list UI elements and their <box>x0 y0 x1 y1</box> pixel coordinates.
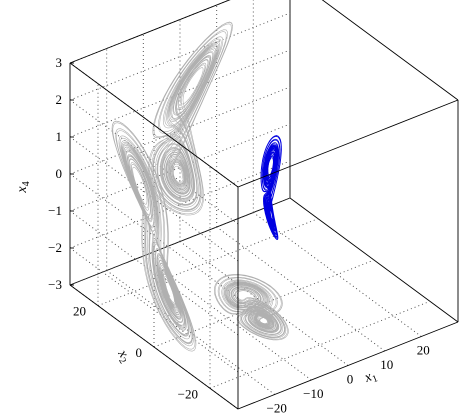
x1-tick-label: 20 <box>417 343 430 358</box>
projection-x2-x4 <box>111 120 197 352</box>
grid-line-floor <box>209 300 431 389</box>
x4-axis-label: x4 <box>15 181 32 193</box>
front-box-edges <box>69 0 459 410</box>
x4-tick-label: 3 <box>56 55 63 70</box>
x2-tick-label: 20 <box>73 304 86 319</box>
grid-line-floor <box>97 218 319 307</box>
trajectory-line <box>260 135 282 240</box>
x2-tick-label: −20 <box>178 386 198 401</box>
x1-tick-label: 0 <box>347 372 354 387</box>
x4-tick-label: −1 <box>48 203 62 218</box>
projection-x1-x4 <box>148 21 233 216</box>
grid-line-floor <box>216 226 385 352</box>
grid-line-back-wall <box>69 0 231 64</box>
x4-tick-label: 0 <box>56 166 63 181</box>
x1-tick-label: −10 <box>303 386 323 401</box>
box-edge-front-top <box>237 99 459 188</box>
x2-tick-label: 0 <box>136 345 143 360</box>
grid-line-floor <box>106 270 275 395</box>
trajectory-3d <box>260 135 282 240</box>
box-edge-front-bottom <box>237 321 459 410</box>
x1-axis-label: x1 <box>362 368 380 388</box>
box-edge-left-top <box>69 62 239 188</box>
box-edge-left-bottom <box>69 284 239 410</box>
grid-line-floor <box>253 212 422 337</box>
x1-tick-label: −20 <box>267 401 287 413</box>
grid-line-left-wall <box>69 247 239 373</box>
x4-tick-label: −3 <box>48 277 62 292</box>
x2-axis-label: x2 <box>112 347 133 366</box>
x1-tick-label: 10 <box>380 357 393 372</box>
x4-tick-label: −2 <box>48 240 62 255</box>
grid-lines <box>69 0 431 410</box>
x4-tick-label: 2 <box>56 92 63 107</box>
box-edge-back-top <box>69 0 231 64</box>
projection-x1-x2 <box>213 274 289 341</box>
box-edge-right-top <box>321 0 459 101</box>
wall-projections <box>111 21 289 352</box>
grid-line-floor <box>143 255 312 381</box>
x4-tick-label: 1 <box>56 129 63 144</box>
